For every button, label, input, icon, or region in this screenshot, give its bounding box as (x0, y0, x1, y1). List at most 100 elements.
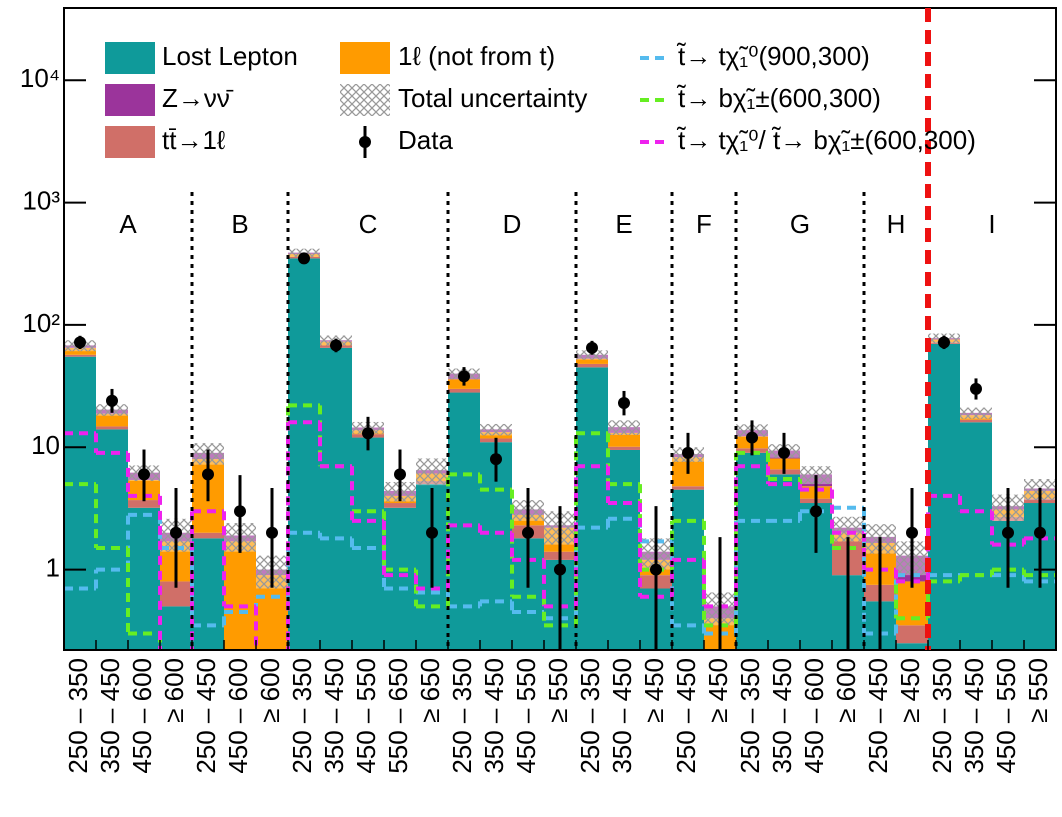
legend-label: Total uncertainty (398, 83, 587, 113)
region-label: F (696, 209, 712, 239)
data-point (810, 505, 822, 518)
data-point (426, 526, 438, 539)
x-tick-label: 250 – 350 (63, 658, 93, 774)
legend-label: Lost Lepton (162, 41, 298, 71)
bar-segment (960, 422, 992, 650)
x-tick-label: 250 – 450 (671, 658, 701, 774)
uncertainty-band (480, 423, 512, 436)
data-point (778, 446, 790, 459)
x-tick-label: 250 – 450 (191, 658, 221, 774)
x-tick-label: ≥ 600 (831, 658, 861, 723)
data-point (170, 526, 182, 539)
x-tick-label: ≥ 450 (895, 658, 925, 723)
data-point (490, 453, 502, 466)
bar-segment (128, 507, 160, 650)
uncertainty-band (416, 458, 448, 486)
x-tick-label: 450 – 600 (799, 658, 829, 774)
plot-area (64, 248, 1056, 650)
legend-label: t̃→ tχ̃₁⁰/ t̃→ bχ̃₁±(600,300) (676, 125, 976, 155)
data-point (458, 370, 470, 383)
legend-swatch (359, 136, 371, 148)
legend-label: t̃→ bχ̃₁±(600,300) (676, 83, 881, 113)
bar-segment (320, 347, 352, 650)
data-point (138, 468, 150, 481)
region-label: E (615, 209, 632, 239)
region-label: B (231, 209, 248, 239)
x-tick-label: ≥ 600 (159, 658, 189, 723)
data-point (554, 563, 566, 576)
uncertainty-band (576, 350, 608, 360)
data-point (1002, 526, 1014, 539)
data-point (362, 427, 374, 440)
data-point (970, 382, 982, 395)
bar-segment (960, 419, 992, 423)
bar-segment (224, 541, 256, 650)
x-tick-label: ≥ 550 (543, 658, 573, 723)
bar-segment (192, 532, 224, 539)
bar-segment (608, 446, 640, 450)
data-point (74, 336, 86, 349)
bar-segment (64, 356, 96, 650)
bar-segment (576, 363, 608, 368)
legend-swatch (105, 84, 155, 116)
legend-label: Z→νν̄ (162, 83, 234, 113)
x-tick-label: ≥ 600 (255, 658, 285, 723)
data-point (618, 397, 630, 410)
data-point (330, 339, 342, 352)
legend-label: 1ℓ (not from t) (398, 41, 555, 71)
legend-label: Data (398, 125, 453, 155)
x-tick-label: ≥ 550 (1023, 658, 1053, 723)
x-tick-label: 250 – 350 (575, 658, 605, 774)
y-tick-label: 10⁴ (20, 63, 60, 93)
x-tick-label: 250 – 350 (927, 658, 957, 774)
x-tick-label: 450 – 550 (511, 658, 541, 774)
data-point (746, 431, 758, 444)
bar-segment (64, 354, 96, 357)
data-point (1034, 526, 1046, 539)
bar-segment (608, 432, 640, 447)
bar-segment (768, 474, 800, 650)
x-tick-label: 250 – 350 (447, 658, 477, 774)
bar-segment (96, 426, 128, 430)
y-tick-label: 10³ (22, 185, 60, 215)
data-point (938, 336, 950, 349)
bar-segment (64, 347, 96, 355)
x-tick-label: 350 – 450 (479, 658, 509, 774)
x-tick-label: 450 – 600 (127, 658, 157, 774)
data-point (298, 252, 310, 265)
y-tick-label: 1 (46, 552, 60, 582)
uncertainty-band (960, 407, 992, 419)
region-label: C (359, 209, 378, 239)
x-tick-label: 350 – 450 (319, 658, 349, 774)
legend-swatch (340, 42, 390, 74)
bar-segment (736, 452, 768, 650)
bar-segment (96, 413, 128, 427)
legend-label: tt̄→1ℓ (162, 125, 226, 155)
region-label: G (790, 209, 810, 239)
region-label: D (503, 209, 522, 239)
data-point (106, 394, 118, 407)
bar-segment (384, 507, 416, 650)
bar-segment (288, 258, 320, 650)
bar-segment (160, 606, 192, 650)
x-tick-label: 450 – 550 (351, 658, 381, 774)
bar-segment (128, 500, 160, 508)
x-tick-label: ≥ 650 (415, 658, 445, 723)
data-point (234, 505, 246, 518)
x-tick-label: 350 – 450 (959, 658, 989, 774)
data-point (682, 446, 694, 459)
bar-segment (896, 643, 928, 650)
bar-segment (384, 503, 416, 508)
data-point (906, 526, 918, 539)
x-tick-label: 250 – 350 (287, 658, 317, 774)
x-tick-label: ≥ 450 (703, 658, 733, 723)
bar-segment (192, 538, 224, 650)
y-tick-label: 10² (22, 308, 60, 338)
x-tick-label: 450 – 550 (991, 658, 1021, 774)
bar-segment (928, 343, 960, 650)
plot-frame (63, 7, 1057, 651)
x-tick-label: 350 – 450 (95, 658, 125, 774)
x-tick-label: 350 – 450 (767, 658, 797, 774)
bar-segment (352, 437, 384, 650)
